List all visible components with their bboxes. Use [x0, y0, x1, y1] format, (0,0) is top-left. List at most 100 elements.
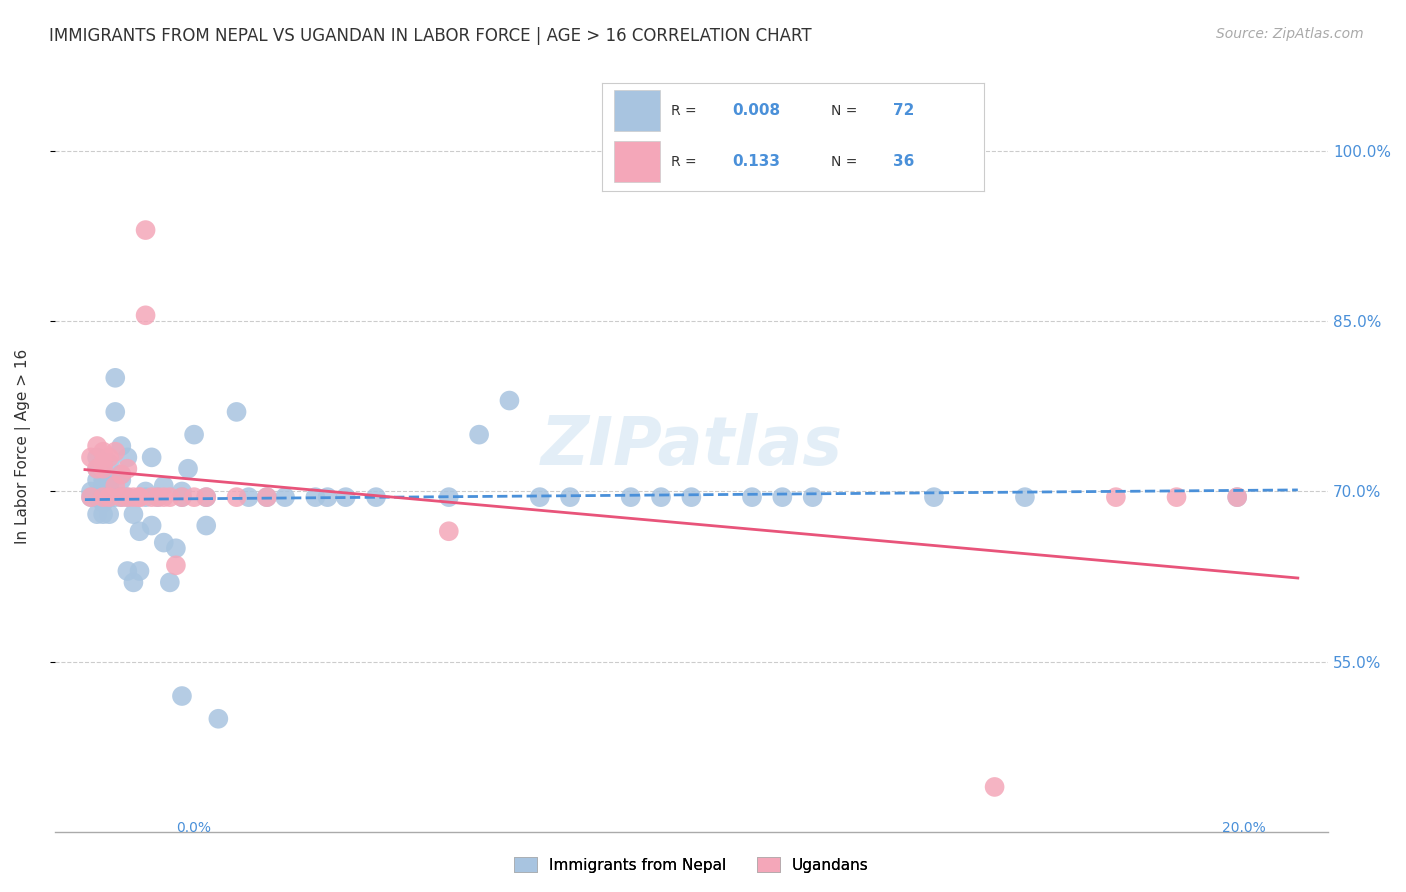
Point — [468, 427, 491, 442]
Point — [141, 450, 163, 465]
Point — [225, 490, 247, 504]
Point — [91, 490, 114, 504]
Point — [91, 490, 114, 504]
Point — [741, 490, 763, 504]
Point — [983, 780, 1005, 794]
Point — [104, 371, 127, 385]
Point — [91, 444, 114, 458]
Point — [238, 490, 260, 504]
Point — [91, 507, 114, 521]
Point — [1226, 490, 1249, 504]
Point — [170, 484, 193, 499]
Point — [437, 490, 460, 504]
Point — [135, 490, 157, 504]
Point — [152, 535, 174, 549]
Point — [274, 490, 297, 504]
Point — [256, 490, 278, 504]
Point — [1226, 490, 1249, 504]
Text: 20.0%: 20.0% — [1222, 821, 1265, 835]
Point — [770, 490, 793, 504]
Point — [110, 490, 132, 504]
Point — [110, 490, 132, 504]
Point — [165, 558, 187, 573]
Point — [152, 490, 174, 504]
Point — [170, 490, 193, 504]
Point — [122, 507, 145, 521]
Point — [1166, 490, 1188, 504]
Point — [177, 461, 200, 475]
Point — [98, 479, 121, 493]
Point — [135, 308, 157, 322]
Text: Source: ZipAtlas.com: Source: ZipAtlas.com — [1216, 27, 1364, 41]
Point — [183, 427, 205, 442]
Point — [1014, 490, 1036, 504]
Point — [141, 490, 163, 504]
Point — [437, 524, 460, 539]
Point — [86, 490, 108, 504]
Point — [681, 490, 703, 504]
Point — [165, 541, 187, 556]
Point — [304, 490, 326, 504]
Point — [80, 490, 103, 504]
Point — [1105, 490, 1128, 504]
Legend: Immigrants from Nepal, Ugandans: Immigrants from Nepal, Ugandans — [508, 851, 875, 879]
Point — [91, 496, 114, 510]
Point — [110, 467, 132, 482]
Point — [195, 490, 218, 504]
Point — [117, 564, 139, 578]
Point — [529, 490, 551, 504]
Point — [86, 450, 108, 465]
Point — [195, 490, 218, 504]
Point — [650, 490, 672, 504]
Point — [152, 479, 174, 493]
Point — [80, 484, 103, 499]
Point — [91, 479, 114, 493]
Point — [98, 490, 121, 504]
Point — [86, 473, 108, 487]
Point — [122, 490, 145, 504]
Point — [104, 444, 127, 458]
Point — [117, 450, 139, 465]
Point — [110, 439, 132, 453]
Point — [117, 490, 139, 504]
Point — [98, 507, 121, 521]
Point — [135, 223, 157, 237]
Point — [86, 507, 108, 521]
Point — [170, 490, 193, 504]
Point — [135, 484, 157, 499]
Y-axis label: In Labor Force | Age > 16: In Labor Force | Age > 16 — [15, 349, 31, 543]
Point — [86, 439, 108, 453]
Point — [98, 450, 121, 465]
Point — [558, 490, 581, 504]
Point — [128, 564, 150, 578]
Point — [110, 467, 132, 482]
Point — [498, 393, 520, 408]
Point — [91, 490, 114, 504]
Text: ZIPatlas: ZIPatlas — [540, 413, 842, 479]
Point — [86, 461, 108, 475]
Point — [128, 490, 150, 504]
Point — [195, 518, 218, 533]
Point — [922, 490, 945, 504]
Point — [335, 490, 357, 504]
Point — [117, 490, 139, 504]
Point — [98, 456, 121, 470]
Point — [225, 405, 247, 419]
Point — [159, 490, 181, 504]
Point — [91, 473, 114, 487]
Point — [170, 689, 193, 703]
Point — [256, 490, 278, 504]
Point — [104, 479, 127, 493]
Point — [146, 490, 169, 504]
Point — [80, 490, 103, 504]
Point — [86, 461, 108, 475]
Point — [98, 473, 121, 487]
Point — [104, 405, 127, 419]
Point — [141, 518, 163, 533]
Point — [104, 490, 127, 504]
Point — [91, 456, 114, 470]
Point — [146, 490, 169, 504]
Point — [128, 524, 150, 539]
Point — [128, 490, 150, 504]
Point — [801, 490, 824, 504]
